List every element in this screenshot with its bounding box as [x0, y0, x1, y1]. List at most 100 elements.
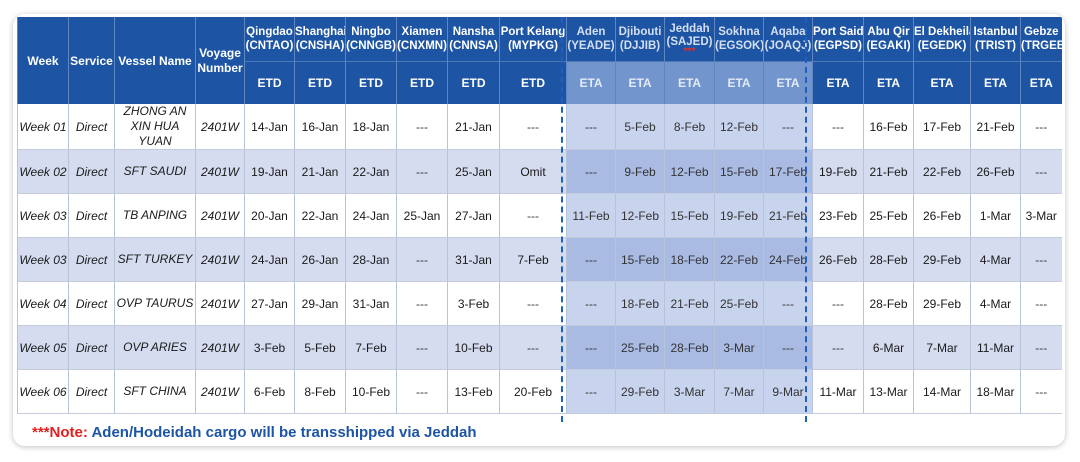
cell-date: 5-Feb	[294, 325, 346, 370]
cell-date: 1-Mar	[970, 193, 1021, 238]
col-header-vessel-name: Vessel Name	[114, 17, 196, 104]
port-name: Aqaba	[770, 26, 806, 38]
cell-date: 12-Feb	[714, 104, 764, 150]
cell-date: ---	[566, 369, 616, 414]
port-name: Jeddah	[669, 23, 710, 35]
cell-date: 11-Feb	[566, 193, 616, 238]
cell-week: Week 04	[17, 281, 69, 326]
col-header-service: Service	[68, 17, 115, 104]
cell-date: 19-Jan	[244, 149, 295, 194]
cell-date: 7-Mar	[714, 369, 764, 414]
cell-date: 6-Feb	[244, 369, 295, 414]
cell-voyage-number: 2401W	[195, 281, 245, 326]
cell-date: 31-Jan	[345, 281, 397, 326]
cell-date: 5-Feb	[615, 104, 665, 150]
cell-service: Direct	[68, 149, 115, 194]
cell-date: ---	[499, 325, 567, 370]
port-code: (JOAQJ)	[764, 40, 812, 52]
cell-vessel-name: SFT CHINA	[114, 369, 196, 414]
cell-date: 18-Mar	[970, 369, 1021, 414]
port-name: Sokhna	[718, 26, 760, 38]
cell-date: 17-Feb	[763, 149, 813, 194]
cell-date: 20-Feb	[499, 369, 567, 414]
transshipment-note: ***Note: Aden/Hodeidah cargo will be tra…	[32, 424, 477, 441]
port-code: (CNNGB)	[346, 40, 396, 52]
cell-date: 17-Feb	[913, 104, 971, 150]
cell-date: ---	[1020, 325, 1062, 370]
cell-date: Omit	[499, 149, 567, 194]
table-row: Week 01 Direct ZHONG AN XIN HUA YUAN 2401W 1…	[17, 104, 1062, 150]
port-code: (EGEDK)	[917, 40, 967, 52]
port-name: Shanghai	[295, 26, 346, 38]
cell-vessel-name: OVP TAURUS	[114, 281, 196, 326]
port-code: (TRIST)	[975, 40, 1016, 52]
cell-date: ---	[763, 104, 813, 150]
cell-date: 29-Feb	[913, 237, 971, 282]
cell-date: 8-Feb	[664, 104, 715, 150]
cell-date: 18-Feb	[615, 281, 665, 326]
cell-service: Direct	[68, 104, 115, 150]
cell-date: 23-Feb	[812, 193, 864, 238]
cell-date: 25-Feb	[615, 325, 665, 370]
cell-date: 26-Feb	[913, 193, 971, 238]
cell-date: 31-Jan	[447, 237, 500, 282]
cell-service: Direct	[68, 325, 115, 370]
cell-date: 28-Jan	[345, 237, 397, 282]
schedule-table-body: Week 01 Direct ZHONG AN XIN HUA YUAN 2401W 1…	[17, 104, 1062, 414]
port-header-djjib: Djibouti (DJJIB)	[615, 17, 665, 62]
port-name: Qingdao	[246, 26, 293, 38]
cell-date: 3-Feb	[244, 325, 295, 370]
port-type-cnxmn: ETD	[396, 61, 448, 104]
cell-date: 27-Jan	[447, 193, 500, 238]
cell-date: 16-Feb	[863, 104, 914, 150]
cell-date: ---	[812, 325, 864, 370]
cell-date: 21-Jan	[447, 104, 500, 150]
port-name: Istanbul	[973, 26, 1018, 38]
port-code: (CNSHA)	[295, 40, 345, 52]
cell-date: 7-Feb	[499, 237, 567, 282]
cell-vessel-name: OVP ARIES	[114, 325, 196, 370]
cell-date: 3-Mar	[714, 325, 764, 370]
cell-date: ---	[396, 325, 448, 370]
cell-date: 22-Jan	[345, 149, 397, 194]
cell-date: ---	[566, 281, 616, 326]
cell-voyage-number: 2401W	[195, 237, 245, 282]
cell-date: ---	[812, 104, 864, 150]
cell-date: 16-Jan	[294, 104, 346, 150]
port-marker: ***	[683, 46, 696, 57]
table-row: Week 06 Direct SFT CHINA 2401W 6-Feb 8-Feb 10-…	[17, 369, 1062, 414]
cell-vessel-name: ZHONG AN XIN HUA YUAN	[114, 104, 196, 150]
cell-service: Direct	[68, 369, 115, 414]
port-type-sajed: ETA	[664, 61, 715, 104]
schedule-card: Week Service Vessel Name Voyage Number Q…	[13, 14, 1065, 446]
cell-date: ---	[499, 193, 567, 238]
cell-service: Direct	[68, 193, 115, 238]
sailing-schedule-table: Week Service Vessel Name Voyage Number Q…	[17, 17, 1062, 414]
port-name: Djibouti	[618, 26, 662, 38]
cell-date: 25-Jan	[447, 149, 500, 194]
port-type-egpsd: ETA	[812, 61, 864, 104]
cell-date: ---	[499, 104, 567, 150]
cell-week: Week 06	[17, 369, 69, 414]
port-type-djjib: ETA	[615, 61, 665, 104]
cell-date: 8-Feb	[294, 369, 346, 414]
cell-date: 24-Feb	[763, 237, 813, 282]
cell-date: 4-Mar	[970, 281, 1021, 326]
cell-date: 22-Feb	[913, 149, 971, 194]
cell-vessel-name: SFT SAUDI	[114, 149, 196, 194]
cell-date: 29-Jan	[294, 281, 346, 326]
table-row: Week 05 Direct OVP ARIES 2401W 3-Feb 5-Feb 7-F…	[17, 325, 1062, 370]
cell-date: 26-Feb	[812, 237, 864, 282]
cell-voyage-number: 2401W	[195, 104, 245, 150]
port-name: El Dekheila	[914, 26, 971, 38]
port-code: (TRGEB)	[1021, 40, 1062, 52]
cell-date: ---	[1020, 104, 1062, 150]
cell-date: 22-Jan	[294, 193, 346, 238]
note-text: Aden/Hodeidah cargo will be transshipped…	[91, 424, 477, 441]
port-name: Abu Qir	[867, 26, 910, 38]
cell-date: 15-Feb	[664, 193, 715, 238]
port-type-yeade: ETA	[566, 61, 616, 104]
cell-date: 3-Feb	[447, 281, 500, 326]
port-type-egedk: ETA	[913, 61, 971, 104]
port-code: (EGPSD)	[814, 40, 862, 52]
